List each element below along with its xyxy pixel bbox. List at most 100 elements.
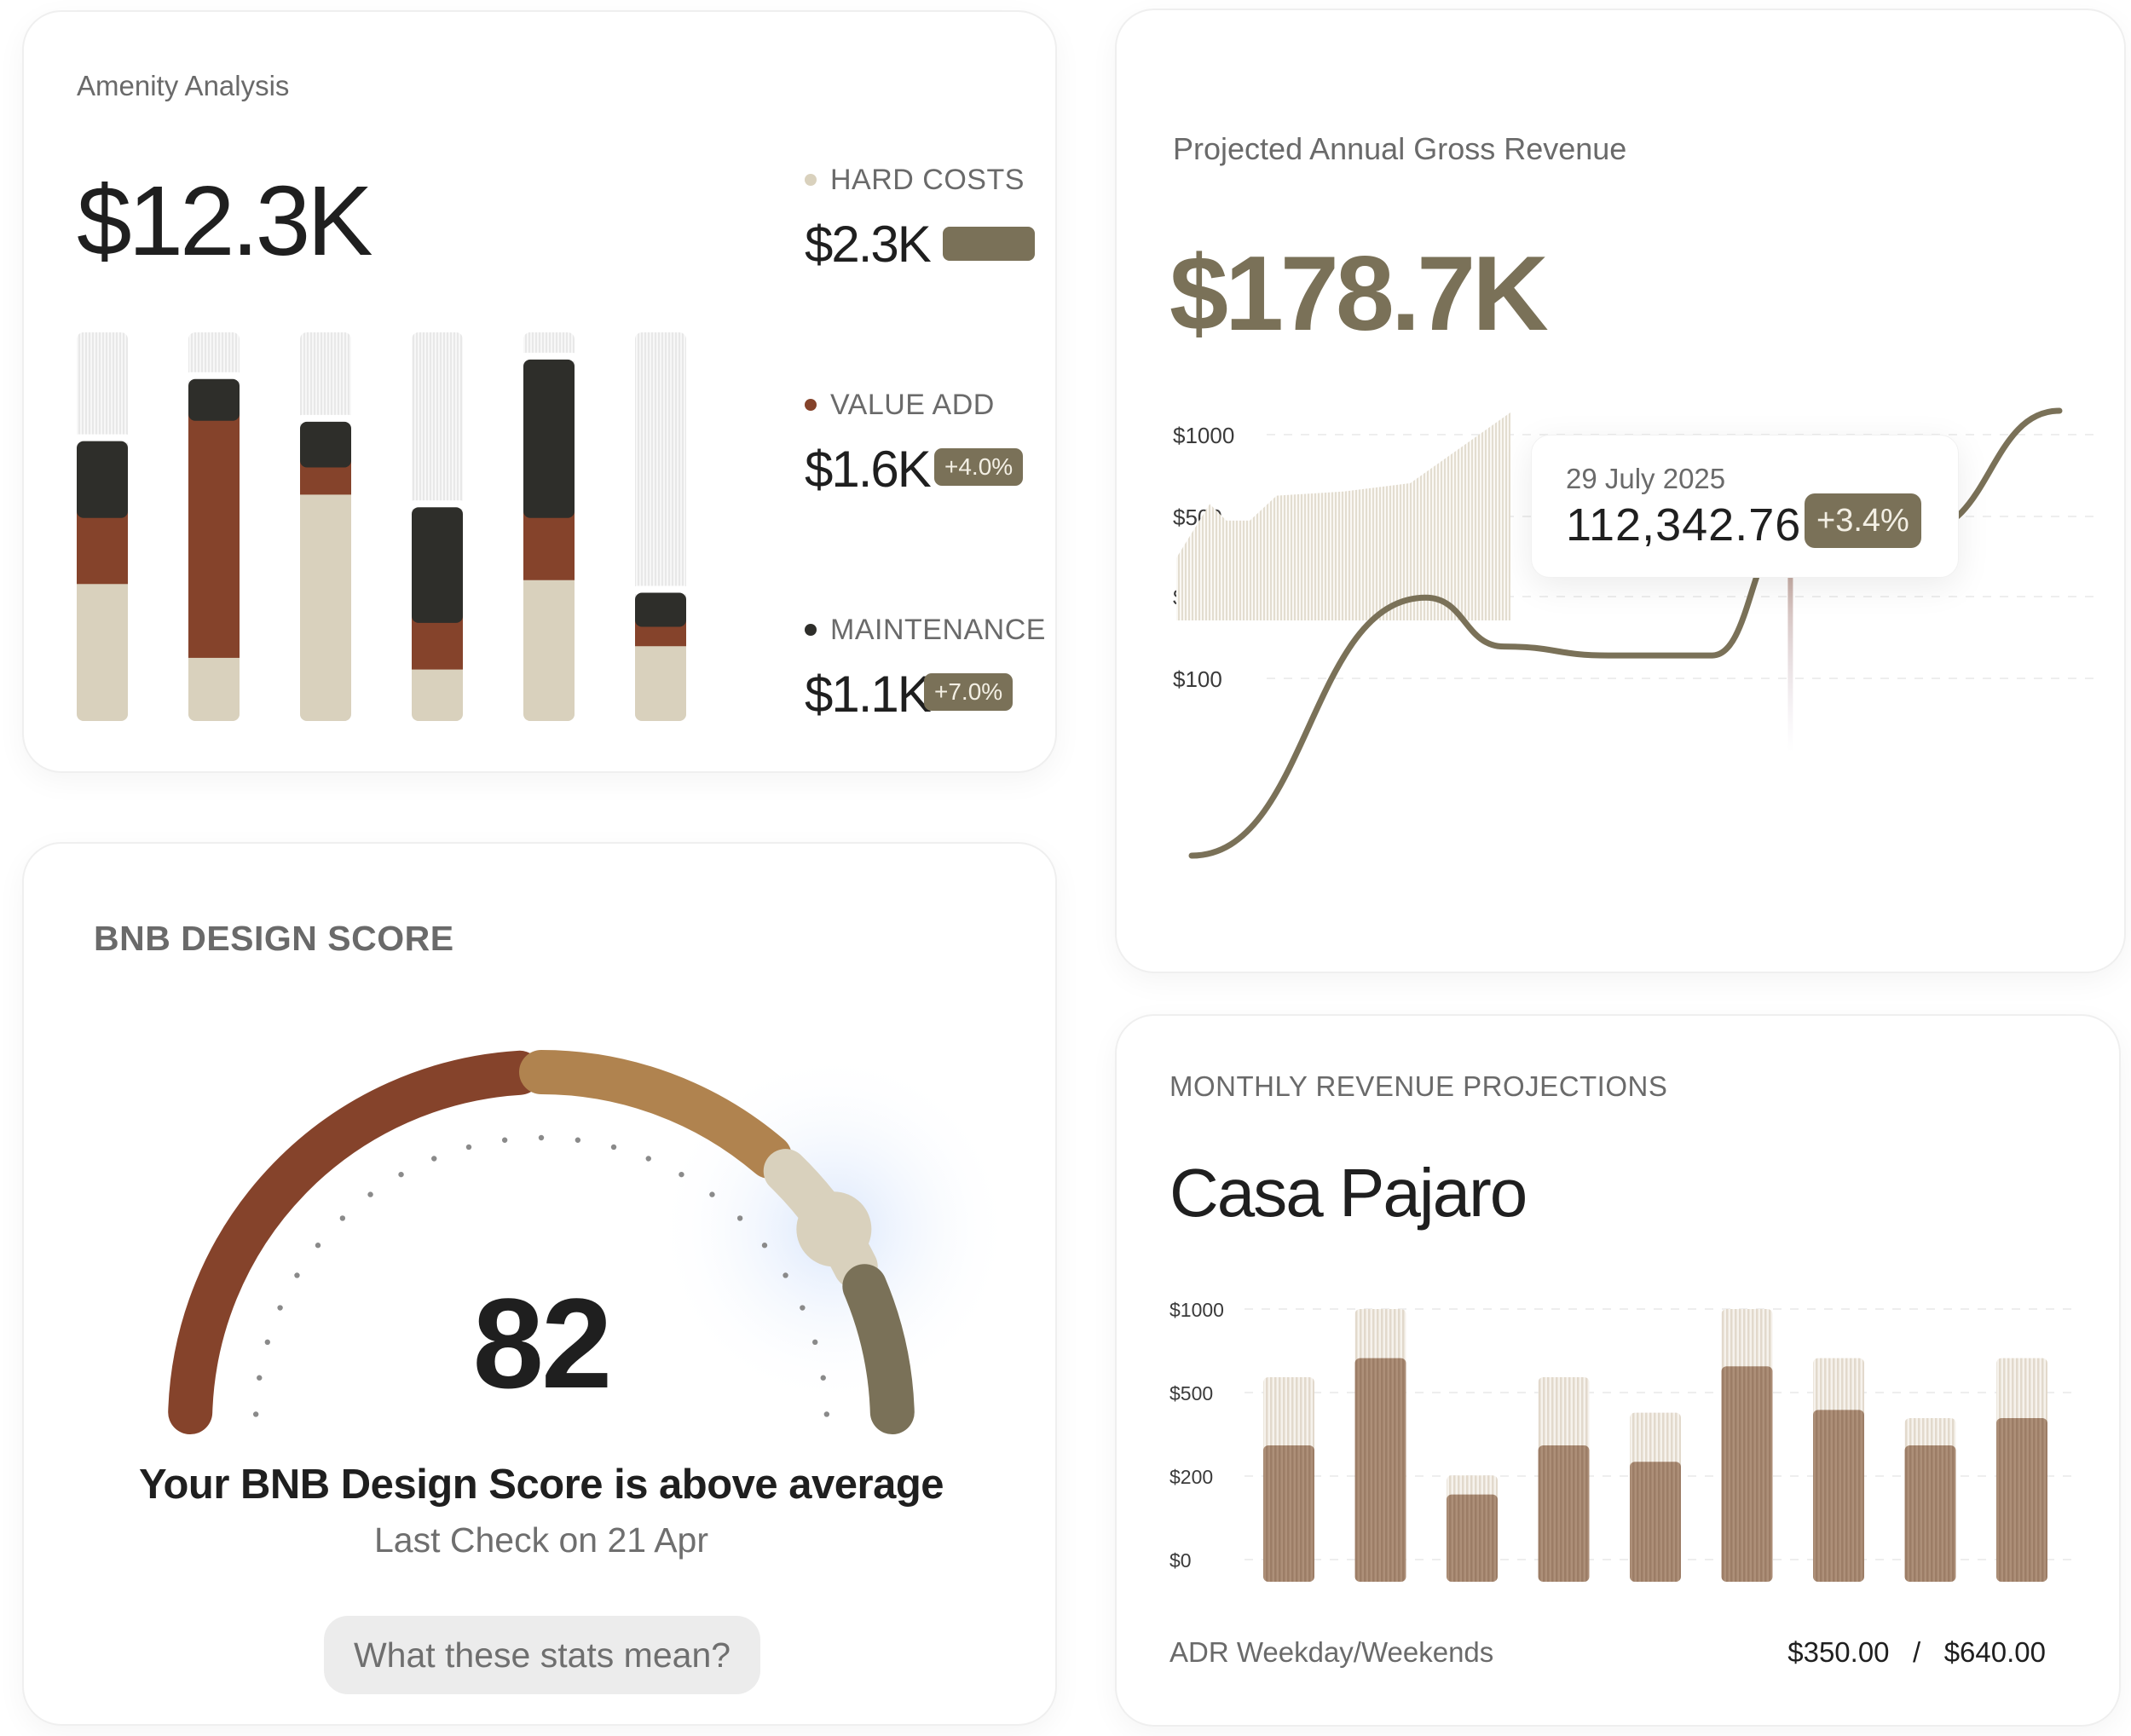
gauge-tick-0: [252, 1411, 259, 1417]
legend-dot-hard-costs: [805, 174, 817, 186]
monthly-title: MONTHLY REVENUE PROJECTIONS: [1169, 1070, 1668, 1102]
amenity-bar-3-hard-costs: [300, 487, 351, 721]
gauge-tick-11: [501, 1137, 508, 1143]
amenity-bar-5-hard-costs: [523, 573, 575, 721]
amenity-bar-cap-4: [410, 500, 465, 510]
gauge-tick-12: [538, 1134, 545, 1141]
amenity-bar-4-value-add: [412, 615, 463, 670]
gauge-tick-7: [367, 1191, 373, 1197]
tooltip-change-badge: +3.4%: [1805, 493, 1921, 548]
amenity-bar-5-value-add: [523, 510, 575, 580]
gauge-segment-1: [168, 1050, 542, 1435]
monthly-ytick-3: $200: [1169, 1466, 1213, 1488]
revenue-highlight-guide: [1787, 530, 1793, 753]
amenity-bar-1-hard-costs: [77, 577, 128, 721]
amenity-bar-2-value-add: [188, 413, 240, 658]
revenue-title: Projected Annual Gross Revenue: [1173, 131, 1627, 166]
monthly-bar-weekday-1: [1263, 1445, 1314, 1582]
gauge-tick-1: [257, 1375, 263, 1381]
design-score-card: BNB DESIGN SCORE 82 Your BNB Design Scor…: [22, 842, 1057, 1726]
amenity-bar-4-maintenance: [412, 507, 463, 623]
amenity-bar-cap-2: [187, 372, 241, 381]
gauge-tick-2: [264, 1339, 270, 1346]
amenity-bar-1-value-add: [77, 510, 128, 585]
legend-badge-value-add: +4.0%: [934, 448, 1024, 486]
gauge-tick-10: [465, 1144, 472, 1151]
gauge-segment-4: [842, 1264, 915, 1435]
monthly-bar-weekday-8: [1904, 1445, 1956, 1582]
gauge-tick-21: [800, 1305, 806, 1311]
legend-dot-value-add: [805, 399, 817, 411]
tooltip-date: 29 July 2025: [1566, 463, 1726, 494]
revenue-total: $178.7K: [1169, 235, 1549, 353]
monthly-ytick-2: $500: [1169, 1382, 1213, 1404]
revenue-ytick-4: $100: [1173, 666, 1222, 692]
gauge-tick-23: [820, 1375, 826, 1381]
amenity-bar-cap-5: [522, 352, 576, 361]
gauge-tick-5: [315, 1243, 321, 1249]
amenity-bar-6-hard-costs: [635, 639, 686, 721]
gauge-tick-9: [431, 1156, 437, 1162]
score-last-check: Last Check on 21 Apr: [373, 1520, 709, 1560]
gauge-tick-20: [783, 1272, 788, 1278]
revenue-ytick-1: $1000: [1173, 423, 1234, 448]
amenity-bar-cap-3: [298, 414, 353, 424]
tooltip-value: 112,342.76: [1566, 499, 1802, 551]
score-message: Your BNB Design Score is above average: [138, 1462, 944, 1508]
gauge-tick-24: [823, 1411, 830, 1417]
legend-value-maintenance: $1.1K: [805, 666, 932, 723]
amenity-title: Amenity Analysis: [77, 70, 290, 101]
gauge-tick-6: [339, 1215, 346, 1221]
score-title: BNB DESIGN SCORE: [94, 919, 454, 958]
legend-badge-maintenance: +7.0%: [924, 673, 1014, 711]
adr-label: ADR Weekday/Weekends: [1169, 1636, 1494, 1668]
monthly-bar-chart: $1000 $500 $200 $0: [1169, 1299, 2073, 1582]
amenity-bar-cap-1: [75, 434, 130, 443]
legend-swatch-hard-costs: [943, 227, 1035, 261]
amenity-stacked-bar-chart: [75, 332, 688, 721]
monthly-bar-weekday-4: [1538, 1445, 1590, 1582]
legend-label-maintenance: MAINTENANCE: [830, 614, 1046, 646]
monthly-bar-weekday-5: [1630, 1462, 1681, 1582]
amenity-bar-4-hard-costs: [412, 662, 463, 721]
gauge-tick-16: [679, 1171, 684, 1178]
monthly-ytick-1: $1000: [1169, 1299, 1224, 1321]
gauge-tick-8: [398, 1171, 404, 1178]
amenity-bar-cap-6: [633, 585, 688, 595]
legend-label-hard-costs: HARD COSTS: [830, 164, 1025, 196]
legend-value-value-add: $1.6K: [805, 441, 932, 498]
amenity-bar-3-maintenance: [300, 421, 351, 468]
stats-info-button[interactable]: What these stats mean?: [324, 1616, 760, 1694]
amenity-bar-2-maintenance: [188, 378, 240, 421]
amenity-bar-2-hard-costs: [188, 650, 240, 721]
gauge-tick-17: [709, 1191, 715, 1197]
monthly-bar-weekday-9: [1996, 1418, 2047, 1582]
gauge-tick-18: [736, 1215, 743, 1221]
monthly-bar-weekday-6: [1721, 1366, 1773, 1582]
revenue-tooltip: 29 July 2025 112,342.76 +3.4%: [1531, 435, 1959, 578]
property-name: Casa Pajaro: [1169, 1155, 1528, 1231]
legend-value-hard-costs: $2.3K: [805, 216, 932, 273]
gauge-tick-14: [610, 1144, 617, 1151]
amenity-analysis-card: Amenity Analysis $12.3K HARD COSTS $2.3K…: [22, 10, 1057, 773]
revenue-background-area: [1176, 412, 1510, 620]
amenity-bar-1-maintenance: [77, 441, 128, 518]
gauge-tick-22: [812, 1339, 818, 1346]
gauge-tick-3: [277, 1305, 283, 1311]
design-score-gauge: [168, 1050, 1014, 1435]
projected-revenue-card: Projected Annual Gross Revenue $178.7K $…: [1115, 9, 2126, 973]
gauge-tick-4: [294, 1272, 300, 1278]
adr-values: $350.00 / $640.00: [1787, 1636, 2046, 1668]
legend-label-value-add: VALUE ADD: [830, 389, 995, 421]
amenity-bar-5-maintenance: [523, 359, 575, 518]
gauge-tick-13: [575, 1137, 581, 1143]
gauge-tick-15: [645, 1156, 651, 1162]
monthly-bar-weekday-7: [1813, 1410, 1864, 1582]
monthly-bar-weekday-3: [1447, 1494, 1498, 1582]
gauge-segment-2: [519, 1050, 792, 1179]
monthly-revenue-card: MONTHLY REVENUE PROJECTIONS Casa Pajaro …: [1115, 1014, 2121, 1727]
gauge-value-marker: [796, 1191, 872, 1267]
score-value: 82: [472, 1272, 613, 1415]
legend-dot-maintenance: [805, 624, 817, 636]
monthly-ytick-4: $0: [1169, 1549, 1192, 1572]
